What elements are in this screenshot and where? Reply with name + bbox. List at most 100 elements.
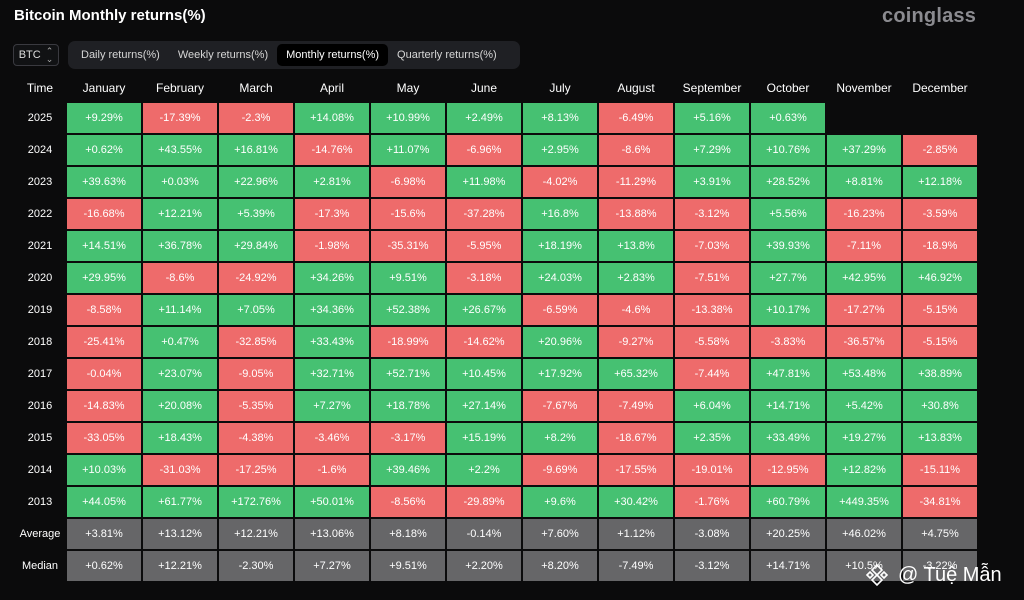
return-cell: -1.98% [295, 231, 369, 261]
return-cell: +53.48% [827, 359, 901, 389]
return-cell: +52.38% [371, 295, 445, 325]
return-cell: -6.59% [523, 295, 597, 325]
tab-quarterly[interactable]: Quarterly returns(%) [397, 49, 497, 61]
column-header-month: September [682, 81, 742, 95]
year-label: 2014 [27, 464, 53, 476]
header-row: Time January February March April May June July… [15, 75, 977, 101]
return-cell: +61.77% [143, 487, 217, 517]
return-cell: -13.88% [599, 199, 673, 229]
return-cell: +23.07% [143, 359, 217, 389]
return-cell: -5.15% [903, 295, 977, 325]
table-row: 2016 -14.83% +20.08% -5.35% +7.27% +18.78% +27… [15, 391, 977, 421]
summary-row: Average +3.81% +13.12% +12.21% +13.06% +8.18%… [15, 519, 977, 549]
year-label: 2023 [27, 176, 53, 188]
return-cell: -11.29% [599, 167, 673, 197]
return-cell: +50.01% [295, 487, 369, 517]
column-header-time: Time [26, 81, 54, 95]
return-cell: -7.51% [675, 263, 749, 293]
return-cell: -33.05% [67, 423, 141, 453]
return-cell: +6.04% [675, 391, 749, 421]
return-cell: -7.44% [675, 359, 749, 389]
return-cell: -4.6% [599, 295, 673, 325]
column-header-month: June [470, 81, 498, 95]
return-cell: +19.27% [827, 423, 901, 453]
return-cell: -8.58% [67, 295, 141, 325]
return-cell: +38.89% [903, 359, 977, 389]
return-cell: -3.12% [675, 199, 749, 229]
returns-table: Time January February March April May June July… [13, 73, 979, 583]
return-cell: +27.7% [751, 263, 825, 293]
column-header-month: July [549, 81, 571, 95]
return-cell: -3.46% [295, 423, 369, 453]
return-cell: -19.01% [675, 455, 749, 485]
return-cell: +18.78% [371, 391, 445, 421]
return-cell: +9.6% [523, 487, 597, 517]
brand-logo[interactable]: coinglass [882, 5, 977, 27]
return-cell: -7.49% [599, 551, 673, 581]
column-header-month: April [319, 81, 344, 95]
return-cell: -1.6% [295, 455, 369, 485]
return-cell: -14.83% [67, 391, 141, 421]
return-cell: -2.3% [219, 103, 293, 133]
table-row: 2025 +9.29% -17.39% -2.3% +14.08% +10.99% +2.4… [15, 103, 977, 133]
year-label: 2022 [27, 208, 53, 220]
return-cell: +2.95% [523, 135, 597, 165]
return-cell: +5.42% [827, 391, 901, 421]
return-cell: -5.35% [219, 391, 293, 421]
return-cell: +20.08% [143, 391, 217, 421]
return-cell: +12.82% [827, 455, 901, 485]
return-cell: +12.21% [143, 199, 217, 229]
return-cell: +14.08% [295, 103, 369, 133]
year-label: 2019 [27, 304, 53, 316]
return-cell: +13.12% [143, 519, 217, 549]
return-cell: +20.96% [523, 327, 597, 357]
column-header-month: August [617, 81, 655, 95]
return-cell: +449.35% [827, 487, 901, 517]
return-cell: +30.42% [599, 487, 673, 517]
return-cell: -3.17% [371, 423, 445, 453]
tab-weekly[interactable]: Weekly returns(%) [177, 49, 269, 61]
return-cell: -9.27% [599, 327, 673, 357]
return-cell: -2.85% [903, 135, 977, 165]
return-cell: +11.98% [447, 167, 521, 197]
return-cell: -13.38% [675, 295, 749, 325]
table-row: 2014 +10.03% -31.03% -17.25% -1.6% +39.46% +2.… [15, 455, 977, 485]
return-cell: -34.81% [903, 487, 977, 517]
return-cell: +52.71% [371, 359, 445, 389]
return-cell: +2.83% [599, 263, 673, 293]
return-cell: +5.16% [675, 103, 749, 133]
return-cell: +13.06% [295, 519, 369, 549]
empty-cell [827, 103, 901, 133]
return-cell: -15.11% [903, 455, 977, 485]
return-cell: -17.3% [295, 199, 369, 229]
return-cell: +5.39% [219, 199, 293, 229]
return-cell: +43.55% [143, 135, 217, 165]
return-cell: -18.9% [903, 231, 977, 261]
return-cell: -3.12% [675, 551, 749, 581]
return-cell: +7.05% [219, 295, 293, 325]
tab-daily[interactable]: Daily returns(%) [81, 49, 160, 61]
year-label: 2020 [27, 272, 53, 284]
return-cell: +30.8% [903, 391, 977, 421]
return-cell: +12.18% [903, 167, 977, 197]
return-cell: -4.38% [219, 423, 293, 453]
return-cell: +33.43% [295, 327, 369, 357]
return-cell: +9.51% [371, 551, 445, 581]
return-cell: +26.67% [447, 295, 521, 325]
return-cell: -37.28% [447, 199, 521, 229]
tab-monthly[interactable]: Monthly returns(%) [277, 44, 389, 66]
return-cell: -25.41% [67, 327, 141, 357]
return-cell: -17.27% [827, 295, 901, 325]
return-cell: -5.58% [675, 327, 749, 357]
asset-select[interactable]: BTC ⌃ ⌄ [13, 44, 59, 66]
return-cell: -17.39% [143, 103, 217, 133]
return-cell: +12.21% [143, 551, 217, 581]
column-header-month: November [836, 81, 892, 95]
return-cell: +9.29% [67, 103, 141, 133]
return-cell: +8.20% [523, 551, 597, 581]
return-cell: +10.17% [751, 295, 825, 325]
return-cell: +0.62% [67, 135, 141, 165]
table-row: 2017 -0.04% +23.07% -9.05% +32.71% +52.71% +10… [15, 359, 977, 389]
return-cell: +46.92% [903, 263, 977, 293]
